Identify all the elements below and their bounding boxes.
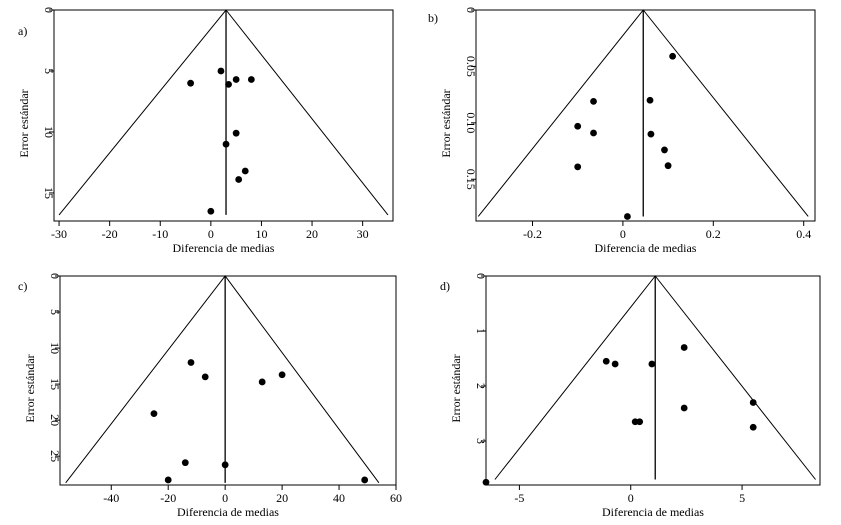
y-tick-label: 2 <box>474 383 488 389</box>
plot-frame <box>59 275 397 486</box>
x-tick-label: 0.2 <box>706 227 721 241</box>
x-tick-label: 0 <box>222 491 228 505</box>
data-point <box>661 146 668 154</box>
y-tick-label: 10 <box>42 126 56 138</box>
data-point <box>590 129 597 137</box>
x-tick-label: 20 <box>306 227 318 241</box>
y-tick-label: 10 <box>48 342 62 354</box>
data-point <box>181 459 189 467</box>
y-axis-label: Error estándar <box>449 354 463 422</box>
y-tick-label: 15 <box>42 187 56 199</box>
data-point <box>631 418 639 426</box>
panel-label: b) <box>428 11 438 25</box>
data-point <box>574 163 582 171</box>
x-tick-label: 60 <box>390 491 402 505</box>
x-tick-label: -10 <box>152 227 168 241</box>
data-point <box>647 130 655 138</box>
data-point <box>602 357 610 365</box>
y-tick-label: 0.10 <box>464 112 478 133</box>
data-point <box>611 360 619 368</box>
data-point <box>574 122 582 130</box>
y-axis-label: Error estándar <box>17 89 31 157</box>
data-point <box>232 129 240 137</box>
x-axis-label: Diferencia de medias <box>602 505 704 519</box>
data-point <box>590 97 597 105</box>
data-point <box>207 207 215 215</box>
data-point <box>187 79 195 87</box>
y-tick-label: 5 <box>42 68 56 74</box>
panel-4: -5 0 5 0 1 2 3 Diferencia de medias Error estánd… <box>440 273 821 519</box>
plot-frame <box>475 9 816 222</box>
x-axis-label: Diferencia de medias <box>177 505 279 519</box>
panel-3: -40 -20 0 20 40 60 0 5 10 15 20 25 Diferencia de med… <box>18 273 402 519</box>
data-point <box>187 359 195 366</box>
x-tick-label: 0 <box>620 227 626 241</box>
data-point <box>749 399 757 406</box>
funnel-outline <box>58 9 389 216</box>
y-tick-label: 0 <box>42 7 56 13</box>
x-axis-label: Diferencia de medias <box>173 241 275 255</box>
data-point <box>664 162 672 170</box>
data-point <box>258 378 266 386</box>
x-tick-label: -20 <box>102 227 118 241</box>
y-tick-label: 25 <box>48 450 62 462</box>
y-tick-label: 0.15 <box>464 169 478 190</box>
y-tick-label: 3 <box>474 438 488 444</box>
panel-label: c) <box>18 279 27 293</box>
data-point <box>624 213 631 220</box>
data-point <box>150 410 158 418</box>
data-point <box>361 476 369 484</box>
data-point <box>669 52 677 60</box>
data-point <box>201 373 209 381</box>
y-axis-label: Error estándar <box>439 89 453 157</box>
data-point <box>646 96 654 104</box>
y-axis-label: Error estándar <box>23 354 37 422</box>
data-point <box>225 80 232 88</box>
data-point <box>221 461 229 469</box>
data-point <box>680 344 688 351</box>
x-tick-label: 40 <box>333 491 345 505</box>
x-tick-label: -40 <box>103 491 119 505</box>
data-point <box>164 476 172 484</box>
y-tick-label: 15 <box>48 378 62 390</box>
data-point <box>680 404 688 412</box>
x-tick-label: 0 <box>628 491 634 505</box>
data-point <box>749 423 757 431</box>
y-tick-label: 0 <box>474 273 488 279</box>
plot-frame <box>485 275 821 486</box>
data-point <box>482 478 490 486</box>
x-tick-label: 30 <box>357 227 369 241</box>
panel-label: a) <box>18 24 27 38</box>
x-tick-label: 20 <box>276 491 288 505</box>
data-point <box>217 67 225 75</box>
y-tick-label: 0 <box>464 7 478 13</box>
plot-frame <box>53 9 394 222</box>
y-tick-label: 20 <box>48 414 62 426</box>
data-point <box>232 76 240 83</box>
panel-2: -0.2 0 0.2 0.4 0 0.05 0.10 0.15 Diferencia de me… <box>428 7 816 255</box>
y-tick-label: 5 <box>48 309 62 315</box>
data-point <box>278 371 286 379</box>
panel-label: d) <box>440 279 450 293</box>
x-axis-label: Diferencia de medias <box>595 241 697 255</box>
data-point <box>648 360 656 368</box>
panel-1: -30 -20 -10 0 10 20 30 0 5 10 15 Diferencia de medi… <box>17 7 394 255</box>
y-tick-label: 0.05 <box>464 56 478 77</box>
funnel-outline <box>65 275 380 484</box>
x-tick-label: -30 <box>51 227 67 241</box>
y-tick-label: 1 <box>474 328 488 334</box>
x-tick-label: -0.2 <box>523 227 542 241</box>
x-tick-label: -5 <box>514 491 524 505</box>
data-point <box>222 140 230 148</box>
data-point <box>241 167 249 175</box>
data-point <box>247 76 255 83</box>
data-point <box>235 176 243 183</box>
x-tick-label: 0 <box>208 227 214 241</box>
y-tick-label: 0 <box>48 273 62 279</box>
x-tick-label: 10 <box>255 227 267 241</box>
x-tick-label: 5 <box>739 491 745 505</box>
x-tick-label: 0.4 <box>796 227 811 241</box>
x-tick-label: -20 <box>160 491 176 505</box>
